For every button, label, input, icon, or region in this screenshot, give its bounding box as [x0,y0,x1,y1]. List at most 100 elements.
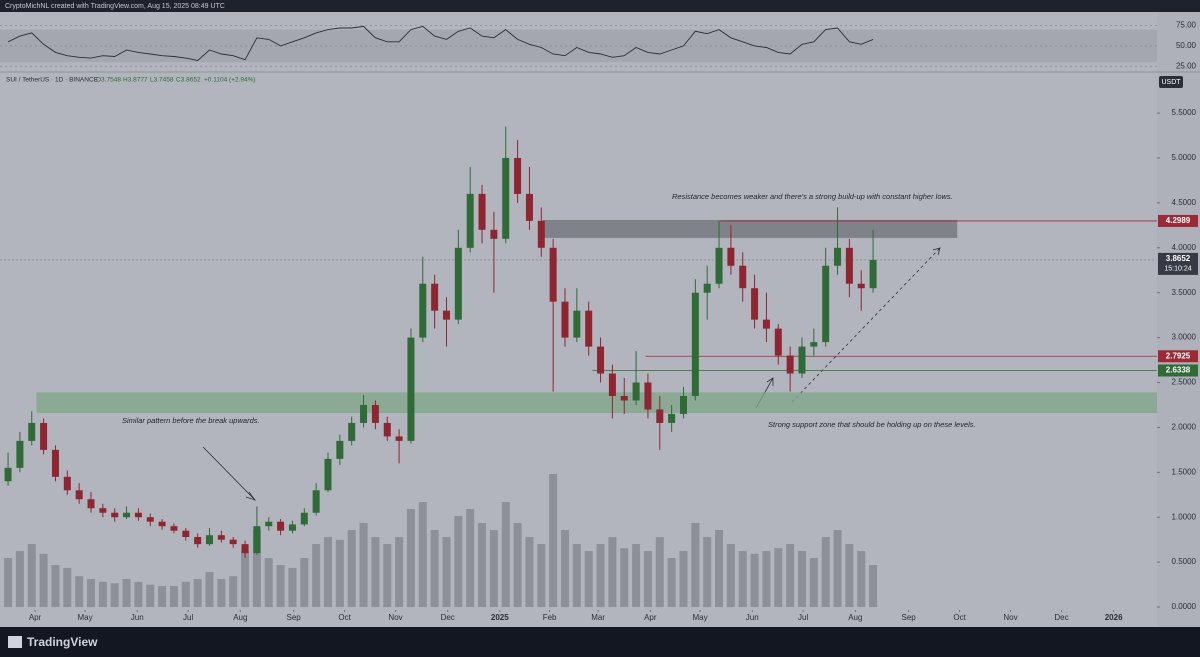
level-badge [1158,214,1198,227]
y-tick-label: 3.0000 [1172,333,1197,342]
volume-bar [241,551,250,608]
candle-body [715,247,723,284]
candle-body [561,301,569,338]
arrow [202,446,256,501]
volume-bar [489,530,498,608]
candle-body [751,288,759,320]
candle-body [739,265,747,289]
x-tick-label: Mar [591,613,605,622]
y-tick-label: 0.5000 [1172,557,1197,566]
volume-bar [312,544,321,608]
candle-body [360,404,368,423]
volume-bar [430,530,439,608]
volume-bar [584,551,593,608]
volume-bar [158,586,167,608]
candle-body [300,512,308,525]
y-tick-label: 1.5000 [1172,467,1197,476]
legend-symbol: SUI / TetherUS · 1D · BINANCE [6,77,99,84]
candle-body [703,283,711,293]
volume-bar [39,553,48,608]
volume-bar [395,537,404,608]
candle-body [537,220,545,248]
volume-bar [371,537,380,608]
x-tick-label: Oct [953,613,966,622]
volume-bar [406,509,415,608]
candle-body [810,342,818,347]
volume-bar [63,567,72,608]
candle-body [585,310,593,347]
volume-bar [454,516,463,608]
candle-body [265,521,273,527]
volume-bar [87,579,96,608]
rsi-tick-label: 25.00 [1176,61,1197,70]
x-tick-label: Aug [848,613,862,622]
volume-bar [359,523,368,608]
candle-body [774,328,782,356]
x-tick-label: Feb [543,613,557,622]
candle-body [431,283,439,311]
zone [36,392,1157,414]
candle-body [549,247,557,302]
volume-bar [51,565,60,608]
volume-bar [98,581,107,608]
volume-bar [193,579,202,608]
volume-bar [845,544,854,608]
volume-bar [146,584,155,608]
level-label: 2.6338 [1166,366,1191,375]
last-badge [1158,252,1198,275]
arrow-head [932,247,941,256]
y-tick-label: 4.0000 [1172,243,1197,252]
legend-close: C3.8652 [176,77,201,84]
y-tick-label: 5.5000 [1172,108,1197,117]
candle-body [182,530,190,537]
candle-body [644,382,652,410]
volume-bar [466,509,475,608]
legend-change: +0.1104 (+2.94%) [204,77,256,84]
candle-body [277,521,285,531]
brand: TradingView [27,635,98,649]
volume-bar [809,558,818,608]
candle-body [146,517,154,522]
candle-body [4,467,12,482]
candle-body [656,409,664,423]
rsi-tick-label: 50.00 [1176,41,1197,50]
countdown: 15:10:24 [1164,266,1191,273]
level-label: 4.2989 [1166,216,1191,225]
candle-body [111,512,119,518]
currency: USDT [1161,79,1181,86]
volume-bar [169,586,178,608]
candle-body [691,292,699,396]
volume-bar [726,544,735,608]
rsi-line [7,25,874,61]
candle-body [762,319,770,329]
x-tick-label: Aug [233,613,247,622]
plot-background [0,12,1200,627]
candle-body [170,526,178,531]
volume-bar [300,558,309,608]
candle-body [229,539,237,545]
legend-high: H3.8777 [123,77,148,84]
volume-bar [691,523,700,608]
volume-bar [15,551,24,608]
volume-bar [217,579,226,608]
volume-bar [537,544,546,608]
arrow-head [245,491,257,501]
candle-body [454,247,462,320]
candle-body [786,355,794,374]
y-tick-label: 0.0000 [1172,602,1197,611]
x-tick-label: Apr [644,613,657,622]
currency-badge [1159,76,1183,88]
candle-body [123,512,131,518]
candle-body [822,265,830,343]
candle-body [525,193,533,221]
volume-bar [869,565,878,608]
candle-body [206,535,214,545]
candle-body [502,157,510,239]
x-tick-label: Sep [287,613,302,622]
candle-body [87,499,95,509]
candle-body [679,395,687,414]
candle-body [75,490,83,500]
volume-bar [667,558,676,608]
volume-bar [323,537,332,608]
volume-bar [572,544,581,608]
